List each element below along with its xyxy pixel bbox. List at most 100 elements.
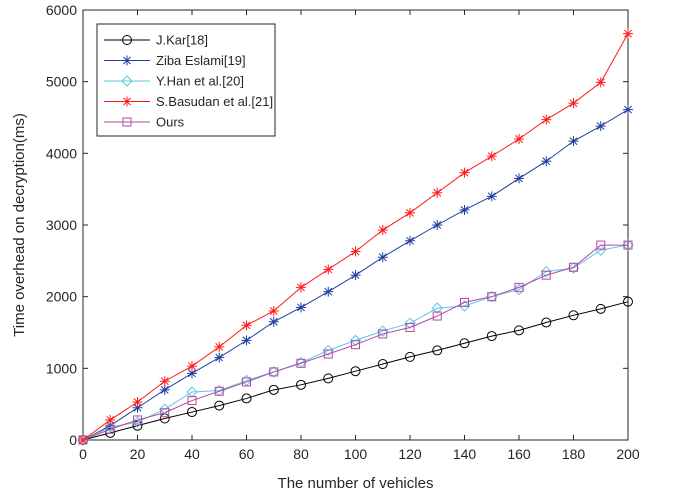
- circle-marker-shape: [132, 420, 143, 431]
- square-marker-shape: [541, 270, 551, 280]
- data-point: [432, 220, 443, 230]
- data-point: [323, 286, 334, 297]
- data-point: [377, 225, 388, 236]
- data-point: [132, 397, 143, 408]
- data-point: [105, 414, 116, 425]
- data-point: [596, 240, 606, 250]
- data-point: [268, 306, 279, 316]
- asterisk-stroke: [596, 78, 605, 87]
- asterisk-stroke: [242, 336, 251, 345]
- data-point: [514, 134, 524, 144]
- x-tick-label: 100: [344, 446, 368, 462]
- square-marker-shape: [269, 367, 279, 377]
- legend-item: J.Kar[18]: [104, 33, 208, 48]
- asterisk-stroke: [569, 137, 578, 146]
- asterisk-stroke: [351, 247, 360, 256]
- square-marker-shape: [214, 386, 224, 396]
- square-marker-shape: [569, 262, 578, 272]
- asterisk-stroke: [188, 369, 196, 378]
- data-point: [460, 297, 469, 307]
- data-point: [486, 191, 497, 202]
- data-point: [569, 262, 578, 272]
- asterisk-stroke: [123, 97, 131, 106]
- square-marker-shape: [623, 240, 633, 250]
- data-point: [268, 384, 279, 395]
- data-point: [377, 359, 388, 370]
- x-tick-label: 140: [453, 446, 477, 462]
- diamond-marker-shape: [131, 416, 144, 428]
- circle-marker-shape: [241, 393, 252, 404]
- asterisk-stroke: [433, 188, 442, 197]
- data-point: [568, 310, 579, 321]
- asterisk-stroke: [324, 287, 333, 296]
- data-point: [269, 367, 279, 377]
- asterisk-stroke: [542, 157, 551, 166]
- data-point: [78, 435, 88, 445]
- data-point: [431, 302, 443, 314]
- diamond-marker-shape: [404, 317, 416, 329]
- diamond-marker-shape: [322, 344, 334, 357]
- data-point: [541, 114, 552, 125]
- data-point: [268, 366, 280, 378]
- data-point: [623, 104, 633, 115]
- series-line: [82, 301, 629, 441]
- asterisk-stroke: [569, 99, 578, 108]
- square-marker-shape: [514, 282, 524, 292]
- y-tick-label: 0: [69, 432, 77, 448]
- asterisk-stroke: [297, 303, 305, 312]
- data-point: [349, 334, 362, 347]
- data-point: [514, 325, 524, 336]
- asterisk-stroke: [242, 321, 251, 330]
- data-point: [187, 396, 197, 406]
- data-point: [540, 265, 552, 278]
- asterisk-stroke: [515, 135, 523, 143]
- data-point: [323, 349, 333, 359]
- y-tick-label: 3000: [46, 217, 77, 233]
- data-point: [432, 345, 443, 356]
- diamond-marker-shape: [159, 403, 171, 415]
- circle-marker-shape: [514, 325, 524, 336]
- data-point: [296, 358, 306, 368]
- data-point: [405, 351, 415, 362]
- asterisk-stroke: [297, 283, 305, 292]
- circle-marker-shape: [405, 351, 415, 362]
- data-point: [486, 331, 497, 342]
- data-point: [459, 338, 470, 349]
- asterisk-stroke: [487, 192, 496, 201]
- data-point: [350, 270, 361, 281]
- data-point: [159, 403, 171, 415]
- data-point: [323, 264, 334, 275]
- data-point: [404, 317, 416, 329]
- x-tick-label: 80: [293, 446, 309, 462]
- y-tick-label: 5000: [46, 74, 77, 90]
- circle-marker-shape: [432, 345, 443, 356]
- square-marker-shape: [133, 415, 142, 425]
- asterisk-stroke: [269, 307, 278, 315]
- circle-marker-shape: [486, 331, 497, 342]
- square-marker-shape: [105, 424, 115, 434]
- data-point: [459, 167, 470, 178]
- data-point: [622, 239, 634, 251]
- data-point: [377, 252, 388, 263]
- data-point: [214, 352, 225, 363]
- asterisk-stroke: [215, 353, 224, 362]
- data-point: [459, 204, 470, 215]
- asterisk-stroke: [133, 398, 142, 406]
- square-marker-shape: [378, 329, 388, 339]
- data-point: [350, 366, 361, 377]
- circle-marker-shape: [377, 359, 388, 370]
- legend-marker: [121, 75, 133, 87]
- asterisk-stroke: [351, 271, 360, 280]
- circle-marker-shape: [214, 400, 225, 411]
- data-point: [377, 325, 389, 337]
- data-point: [133, 415, 142, 425]
- diamond-marker-shape: [431, 302, 443, 314]
- data-point: [432, 187, 443, 198]
- asterisk-stroke: [487, 152, 496, 161]
- square-marker-shape: [596, 240, 606, 250]
- y-tick-label: 1000: [46, 360, 77, 376]
- data-point: [514, 173, 524, 184]
- series-line: [82, 244, 628, 441]
- asterisk-stroke: [269, 317, 278, 326]
